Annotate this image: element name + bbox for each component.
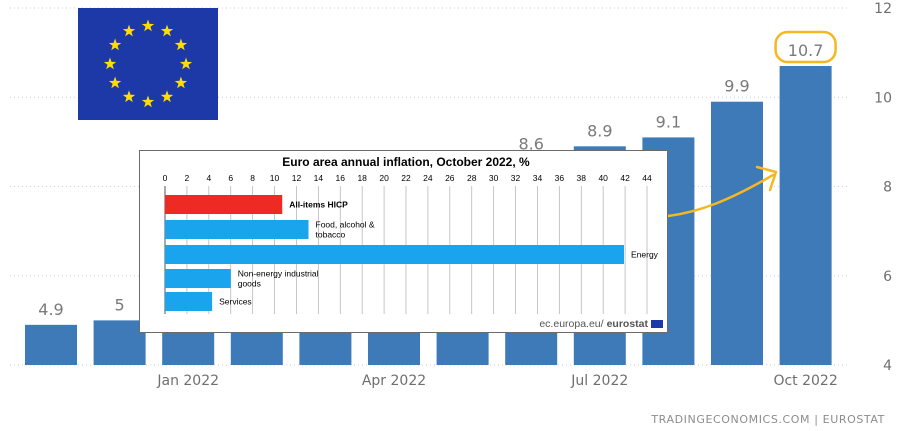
data-label: 4.9 — [38, 300, 63, 319]
inset-source-plain: ec.europa.eu/ — [539, 318, 604, 330]
inset-bar-3 — [165, 269, 231, 288]
bar-nov-2021 — [25, 324, 77, 365]
inset-source-bold: eurostat — [606, 318, 648, 330]
x-tick-label: Oct 2022 — [773, 373, 837, 389]
inset-tick-label: 18 — [357, 173, 367, 183]
flag-star-icon — [174, 38, 188, 51]
inset-tick-label: 20 — [379, 173, 389, 183]
y-tick-label: 12 — [874, 1, 892, 17]
flag-star-icon — [141, 19, 155, 32]
source-credit: TRADINGECONOMICS.COM | EUROSTAT — [651, 413, 885, 426]
inset-bar-label: Non-energy industrial — [238, 269, 319, 279]
flag-star-icon — [160, 24, 174, 37]
inset-tick-label: 40 — [598, 173, 608, 183]
bar-sep-2022 — [711, 101, 763, 366]
inset-bar-label: Services — [219, 297, 252, 307]
inset-bar-label: Energy — [631, 250, 659, 260]
inset-tick-label: 22 — [401, 173, 411, 183]
flag-star-icon — [179, 57, 193, 70]
inset-tick-label: 6 — [228, 173, 233, 183]
flag-star-icon — [160, 90, 174, 103]
inset-bar-label: tobacco — [316, 230, 346, 240]
inset-bar-4 — [165, 292, 213, 311]
inset-tick-label: 2 — [185, 173, 190, 183]
flag-star-icon — [108, 76, 122, 89]
inset-bar-label: Food, alcohol & — [316, 220, 375, 230]
data-label: 10.7 — [788, 41, 824, 60]
inset-bar-0 — [165, 195, 283, 214]
inset-tick-label: 12 — [292, 173, 302, 183]
flag-star-icon — [108, 38, 122, 51]
inset-tick-label: 24 — [423, 173, 433, 183]
bar-oct-2022 — [779, 66, 832, 365]
x-tick-label: Jul 2022 — [570, 373, 628, 389]
inset-tick-label: 26 — [445, 173, 455, 183]
data-label: 9.9 — [724, 77, 749, 96]
inset-title: Euro area annual inflation, October 2022… — [282, 155, 530, 169]
data-label: 9.1 — [656, 112, 681, 131]
inset-tick-label: 0 — [163, 173, 168, 183]
inset-tick-label: 28 — [467, 173, 477, 183]
flag-star-icon — [174, 76, 188, 89]
y-tick-label: 6 — [883, 269, 892, 285]
inset-tick-label: 10 — [270, 173, 280, 183]
y-tick-label: 8 — [883, 180, 892, 196]
inset-bar-label: goods — [238, 279, 261, 289]
inset-tick-label: 30 — [489, 173, 499, 183]
inset-tick-label: 4 — [206, 173, 211, 183]
flag-star-icon — [103, 57, 117, 70]
inset-source-credit: ec.europa.eu/eurostat — [539, 318, 663, 330]
annotation-arrowhead — [755, 165, 778, 192]
eu-flag-icon — [78, 8, 218, 120]
inset-tick-label: 44 — [642, 173, 652, 183]
inset-chart: Euro area annual inflation, October 2022… — [139, 150, 668, 333]
inset-tick-label: 16 — [336, 173, 346, 183]
x-tick-label: Jan 2022 — [156, 373, 219, 389]
inset-tick-label: 32 — [511, 173, 521, 183]
flag-star-icon — [122, 90, 136, 103]
data-label: 5 — [115, 295, 125, 314]
inset-tick-label: 42 — [620, 173, 630, 183]
eu-flag-mini-icon — [651, 320, 663, 328]
annotation-arrow — [666, 173, 775, 218]
inset-tick-label: 14 — [314, 173, 324, 183]
bar-dec-2021 — [93, 320, 146, 365]
y-tick-label: 4 — [883, 358, 892, 374]
inset-tick-label: 34 — [533, 173, 543, 183]
inset-bar-label: All-items HICP — [289, 200, 348, 210]
data-label: 8.9 — [587, 121, 612, 140]
highlight-circle — [774, 30, 837, 64]
inset-tick-label: 8 — [250, 173, 255, 183]
y-tick-label: 10 — [874, 90, 892, 106]
x-tick-label: Apr 2022 — [362, 373, 426, 389]
inset-tick-label: 38 — [577, 173, 587, 183]
flag-star-icon — [122, 24, 136, 37]
flag-star-icon — [141, 95, 155, 108]
inset-tick-label: 36 — [555, 173, 565, 183]
data-label: 8.6 — [518, 135, 543, 154]
inset-bar-2 — [165, 245, 624, 264]
inset-bar-1 — [165, 220, 309, 239]
